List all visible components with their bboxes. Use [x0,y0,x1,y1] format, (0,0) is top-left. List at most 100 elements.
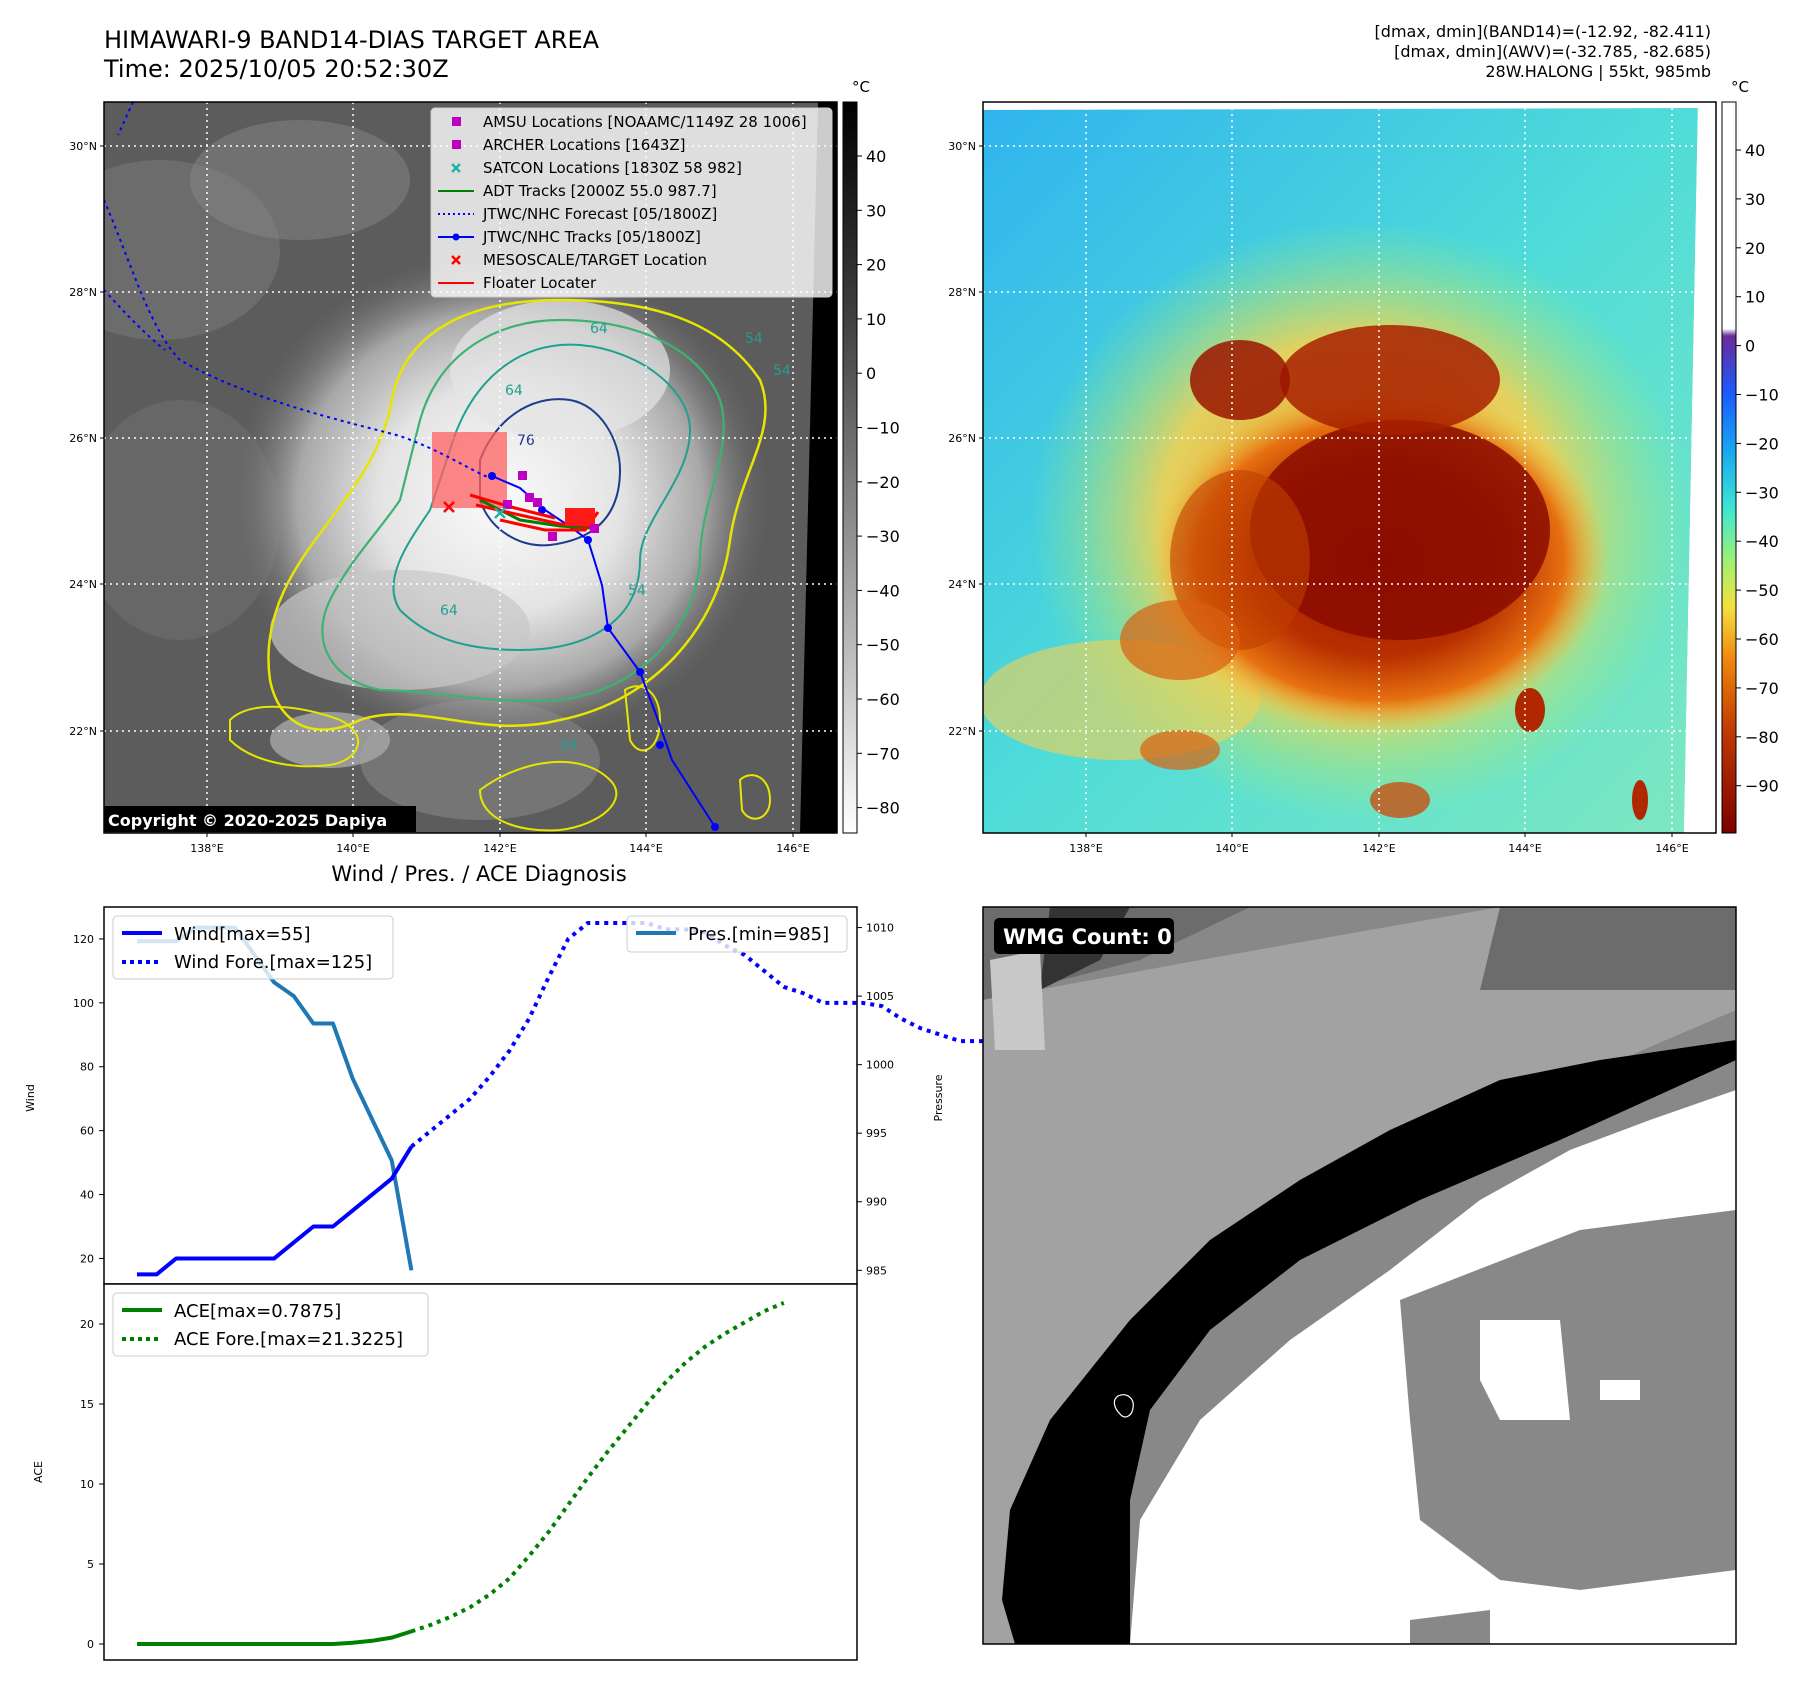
lat-tick-label: 22°N [69,725,97,738]
ace-legend: ACE[max=0.7875] ACE Fore.[max=21.3225] [112,1292,429,1357]
pressure-tick-label: 990 [866,1196,887,1209]
colorbar-tick-label: −80 [1745,728,1779,747]
colorbar-tick-label: 0 [866,364,876,383]
legend-label: JTWC/NHC Forecast [05/1800Z] [482,205,717,223]
map-legend: AMSU Locations [NOAAMC/1149Z 28 1006] ARC… [430,107,833,298]
legend-ace: ACE[max=0.7875] [174,1301,341,1322]
lat-tick-label: 24°N [69,578,97,591]
pressure-legend: Pres.[min=985] [626,915,848,953]
legend-label: SATCON Locations [1830Z 58 982] [483,159,742,177]
stats-awv: [dmax, dmin](AWV)=(-32.785, -82.685) [1394,42,1711,61]
colorbar-unit: °C [852,78,870,96]
forecast-track [104,199,491,479]
color-imagery [983,102,1716,833]
stats-band14: [dmax, dmin](BAND14)=(-12.92, -82.411) [1374,22,1711,41]
colorbar-unit: °C [1731,78,1749,96]
lon-tick-label: 140°E [336,842,369,855]
ace-panel: 20 15 10 5 0 ACE ACE[max=0.7875] ACE Fore.[m… [32,1283,858,1661]
legend-marker [451,255,461,265]
contour-label: 76 [517,433,535,449]
colorbar-tick-label: 40 [1745,141,1765,160]
wmg-count-box [994,918,1174,954]
ir-colorbar [842,101,858,834]
copyright: Copyright © 2020-2025 Dapiya [108,811,387,830]
lon-tick-label: 142°E [483,842,516,855]
pressure-tick-label: 1005 [866,990,894,1003]
lat-tick-label: 30°N [69,140,97,153]
lat-tick-label: 28°N [69,286,97,299]
legend-label: ADT Tracks [2000Z 55.0 987.7] [483,182,717,200]
contour-label: 64 [590,321,608,337]
legend-marker [451,163,461,173]
colorbar-tick-label: 10 [866,310,886,329]
colorbar-tick-label: 40 [866,147,886,166]
lon-tick-label: 138°E [190,842,223,855]
storm-info: 28W.HALONG | 55kt, 985mb [1485,62,1711,81]
pressure-tick-label: 995 [866,1127,887,1140]
wind-tick-label: 40 [80,1189,94,1202]
colorbar-tick-label: −80 [866,799,900,818]
ace-tick-label: 0 [87,1638,94,1651]
contour-label: 54 [773,363,791,379]
wind-tick-label: 100 [73,997,94,1010]
colorbar-tick-label: 10 [1745,288,1765,307]
wind-pressure-panel: 120 100 80 60 40 20 1010 1005 1000 995 990 985 Win… [24,906,1041,1285]
time-line: Time: 2025/10/05 20:52:30Z [104,55,449,83]
ace-tick-label: 15 [80,1398,94,1411]
wind-tick-label: 120 [73,933,94,946]
pressure-tick-label: 985 [866,1264,887,1277]
lat-tick-label: 26°N [69,432,97,445]
colorbar-tick-label: −40 [866,581,900,600]
lon-tick-label: 142°E [1362,842,1395,855]
contour-label: 54 [628,583,646,599]
copyright-box [104,806,416,832]
floater-box [432,432,507,508]
ace-tick-label: 10 [80,1478,94,1491]
colorbar-tick-label: −50 [1745,581,1779,600]
lat-tick-label: 30°N [948,140,976,153]
legend-wind: Wind[max=55] [174,924,311,945]
wind-tick-label: 20 [80,1252,94,1265]
color-colorbar [1721,101,1737,834]
contour-label: 64 [505,383,523,399]
wmg-panel: WMG Count: 0 [982,906,1737,1645]
colorbar-tick-label: 20 [866,256,886,275]
colorbar-tick-label: −70 [1745,679,1779,698]
colorbar-tick-label: 30 [1745,190,1765,209]
legend-pres: Pres.[min=985] [688,924,829,945]
lat-tick-label: 24°N [948,578,976,591]
lon-tick-label: 146°E [1655,842,1688,855]
ace-tick-label: 5 [87,1558,94,1571]
wind-tick-label: 80 [80,1061,94,1074]
legend-label: AMSU Locations [NOAAMC/1149Z 28 1006] [483,113,807,131]
legend-label: Floater Locater [483,274,597,292]
ace-tick-label: 20 [80,1318,94,1331]
stats-block: [dmax, dmin](BAND14)=(-12.92, -82.411) [… [1375,22,1711,82]
wmg-count: WMG Count: 0 [1003,925,1172,949]
legend-label: JTWC/NHC Tracks [05/1800Z] [482,228,701,246]
diagnosis-title: Wind / Pres. / ACE Diagnosis [331,862,627,886]
figure-title: HIMAWARI-9 BAND14-DIAS TARGET AREA Time:… [104,26,599,84]
lon-tick-label: 144°E [1508,842,1541,855]
legend-label: ARCHER Locations [1643Z] [483,136,686,154]
colorbar-tick-label: −90 [1745,777,1779,796]
lon-tick-label: 144°E [629,842,662,855]
colorbar-tick-label: −40 [1745,532,1779,551]
legend-wind-fore: Wind Fore.[max=125] [174,952,372,973]
lon-tick-label: 138°E [1069,842,1102,855]
pressure-tick-label: 1010 [866,922,894,935]
colorbar-tick-label: −60 [866,690,900,709]
ir-map: 64 54 54 76 64 54 64 54 [69,78,900,855]
colorbar-tick-label: −30 [1745,483,1779,502]
wind-legend: Wind[max=55] Wind Fore.[max=125] [112,915,394,980]
legend-ace-fore: ACE Fore.[max=21.3225] [174,1329,403,1350]
ace-ylabel: ACE [32,1461,45,1483]
lat-tick-label: 26°N [948,432,976,445]
colorbar-tick-label: −30 [866,527,900,546]
legend-marker-dot [452,233,460,241]
colorbar-tick-label: −70 [866,744,900,763]
legend-label: MESOSCALE/TARGET Location [483,251,707,269]
colorbar-tick-label: −10 [1745,386,1779,405]
colorbar-tick-label: 30 [866,201,886,220]
